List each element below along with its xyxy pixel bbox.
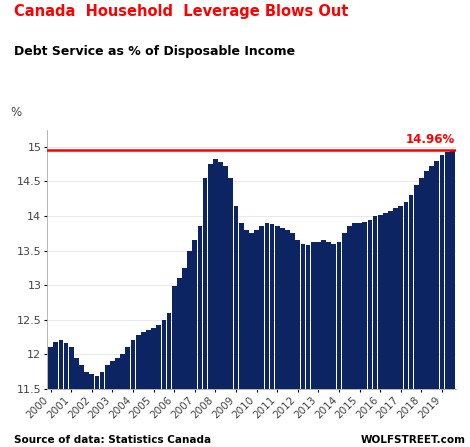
Bar	[167, 313, 172, 447]
Bar	[429, 166, 434, 447]
Text: %: %	[10, 106, 21, 119]
Bar	[187, 251, 192, 447]
Bar	[228, 178, 233, 447]
Bar	[301, 244, 306, 447]
Bar	[105, 365, 110, 447]
Bar	[290, 233, 295, 447]
Bar	[321, 240, 326, 447]
Bar	[306, 245, 311, 447]
Bar	[74, 358, 78, 447]
Bar	[399, 206, 403, 447]
Bar	[419, 178, 424, 447]
Bar	[146, 330, 151, 447]
Bar	[203, 178, 207, 447]
Bar	[383, 213, 388, 447]
Bar	[234, 206, 238, 447]
Bar	[404, 202, 408, 447]
Bar	[280, 228, 285, 447]
Bar	[296, 240, 300, 447]
Bar	[311, 242, 316, 447]
Bar	[388, 211, 393, 447]
Bar	[414, 185, 419, 447]
Bar	[337, 242, 341, 447]
Bar	[239, 223, 243, 447]
Bar	[249, 233, 254, 447]
Bar	[208, 164, 212, 447]
Bar	[223, 166, 228, 447]
Bar	[368, 219, 372, 447]
Bar	[162, 320, 166, 447]
Bar	[409, 195, 414, 447]
Bar	[177, 278, 182, 447]
Bar	[347, 227, 352, 447]
Bar	[84, 371, 89, 447]
Bar	[357, 223, 362, 447]
Bar	[270, 224, 274, 447]
Bar	[136, 335, 141, 447]
Bar	[151, 328, 156, 447]
Bar	[110, 361, 115, 447]
Text: WOLFSTREET.com: WOLFSTREET.com	[360, 435, 465, 445]
Bar	[450, 150, 454, 447]
Text: 14.96%: 14.96%	[406, 133, 455, 146]
Text: Debt Service as % of Disposable Income: Debt Service as % of Disposable Income	[14, 45, 295, 58]
Bar	[275, 227, 280, 447]
Bar	[254, 230, 259, 447]
Bar	[326, 242, 331, 447]
Bar	[244, 230, 249, 447]
Bar	[141, 332, 146, 447]
Bar	[439, 155, 444, 447]
Bar	[100, 371, 104, 447]
Bar	[316, 242, 321, 447]
Bar	[373, 216, 377, 447]
Bar	[94, 376, 99, 447]
Bar	[172, 286, 177, 447]
Bar	[213, 159, 218, 447]
Bar	[259, 227, 264, 447]
Text: Source of data: Statistics Canada: Source of data: Statistics Canada	[14, 435, 211, 445]
Bar	[424, 171, 429, 447]
Bar	[89, 374, 94, 447]
Bar	[393, 208, 398, 447]
Bar	[48, 347, 53, 447]
Bar	[352, 223, 357, 447]
Bar	[197, 227, 202, 447]
Bar	[115, 358, 120, 447]
Bar	[285, 230, 290, 447]
Bar	[125, 347, 130, 447]
Bar	[182, 268, 187, 447]
Bar	[192, 240, 197, 447]
Bar	[434, 161, 439, 447]
Bar	[69, 347, 74, 447]
Bar	[54, 342, 58, 447]
Bar	[64, 343, 69, 447]
Bar	[131, 341, 135, 447]
Bar	[342, 233, 346, 447]
Bar	[59, 341, 63, 447]
Bar	[331, 244, 336, 447]
Bar	[218, 162, 223, 447]
Bar	[120, 354, 125, 447]
Bar	[445, 152, 449, 447]
Bar	[79, 365, 84, 447]
Bar	[265, 223, 269, 447]
Bar	[362, 222, 367, 447]
Bar	[157, 325, 161, 447]
Bar	[378, 215, 383, 447]
Text: Canada  Household  Leverage Blows Out: Canada Household Leverage Blows Out	[14, 4, 348, 20]
